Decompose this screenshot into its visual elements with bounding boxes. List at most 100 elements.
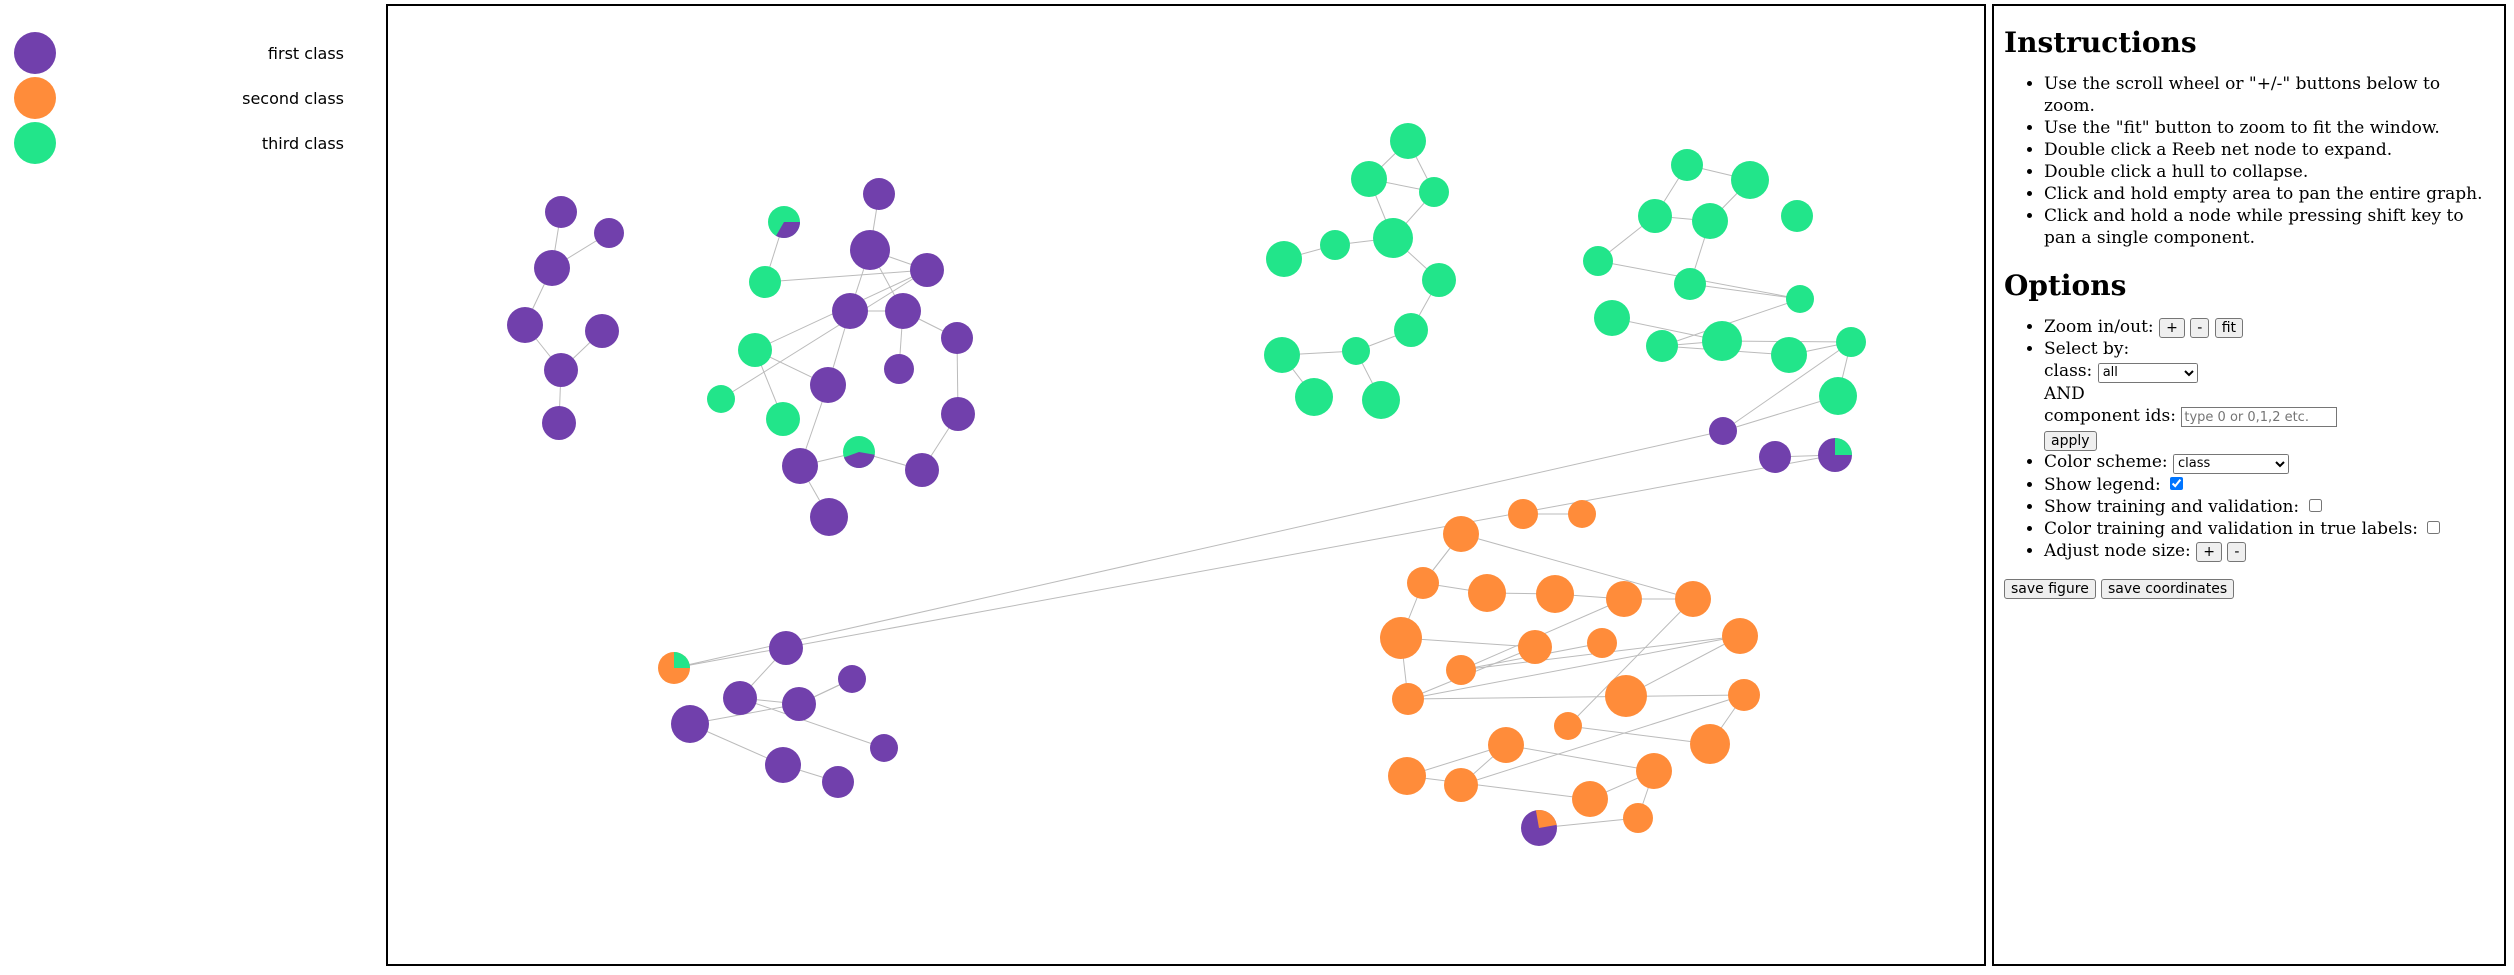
graph-node-circle[interactable]	[1388, 757, 1426, 795]
graph-node[interactable]	[1362, 381, 1400, 419]
graph-node-circle[interactable]	[905, 453, 939, 487]
graph-node[interactable]	[885, 293, 921, 329]
apply-button[interactable]: apply	[2044, 431, 2097, 451]
graph-node-circle[interactable]	[1692, 203, 1728, 239]
graph-node[interactable]	[905, 453, 939, 487]
graph-node-circle[interactable]	[766, 402, 800, 436]
graph-node-circle[interactable]	[1394, 313, 1428, 347]
graph-node[interactable]	[723, 681, 757, 715]
graph-node[interactable]	[1583, 246, 1613, 276]
graph-node-circle[interactable]	[1351, 161, 1387, 197]
graph-node-slice[interactable]	[843, 452, 875, 469]
graph-node[interactable]	[738, 333, 772, 367]
graph-node-circle[interactable]	[1722, 618, 1758, 654]
graph-node-circle[interactable]	[810, 367, 846, 403]
graph-node-circle[interactable]	[738, 333, 772, 367]
graph-node[interactable]	[1392, 683, 1424, 715]
graph-node-circle[interactable]	[1419, 177, 1449, 207]
graph-node-circle[interactable]	[1362, 381, 1400, 419]
graph-node[interactable]	[585, 314, 619, 348]
graph-node[interactable]	[545, 196, 577, 228]
graph-node-circle[interactable]	[1605, 675, 1647, 717]
graph-node[interactable]	[1709, 417, 1737, 445]
graph-node-circle[interactable]	[1623, 803, 1653, 833]
graph-node-circle[interactable]	[1587, 628, 1617, 658]
graph-node[interactable]	[884, 354, 914, 384]
graph-node[interactable]	[863, 178, 895, 210]
graph-node-circle[interactable]	[941, 397, 975, 431]
graph-node-circle[interactable]	[1728, 679, 1760, 711]
graph-node-circle[interactable]	[544, 353, 578, 387]
graph-node[interactable]	[1488, 727, 1524, 763]
graph-node-circle[interactable]	[1572, 781, 1608, 817]
graph-node[interactable]	[534, 250, 570, 286]
graph-node-circle[interactable]	[1690, 724, 1730, 764]
graph-node[interactable]	[870, 734, 898, 762]
graph-node-circle[interactable]	[1443, 516, 1479, 552]
graph-node-circle[interactable]	[1380, 617, 1422, 659]
graph-node[interactable]	[1674, 268, 1706, 300]
graph-node[interactable]	[1623, 803, 1653, 833]
graph-node[interactable]	[1380, 617, 1422, 659]
graph-node-circle[interactable]	[765, 747, 801, 783]
graph-node[interactable]	[1722, 618, 1758, 654]
graph-node-circle[interactable]	[1264, 337, 1300, 373]
graph-node-circle[interactable]	[1675, 581, 1711, 617]
graph-node-circle[interactable]	[1508, 499, 1538, 529]
graph-node-circle[interactable]	[1594, 300, 1630, 336]
graph-node-circle[interactable]	[832, 293, 868, 329]
graph-node-circle[interactable]	[1373, 218, 1413, 258]
graph-node-circle[interactable]	[1819, 377, 1857, 415]
graph-node[interactable]	[1422, 263, 1456, 297]
graph-node[interactable]	[1675, 581, 1711, 617]
graph-node[interactable]	[1388, 757, 1426, 795]
graph-node[interactable]	[838, 665, 866, 693]
graph-canvas[interactable]	[386, 4, 1986, 966]
graph-node[interactable]	[1638, 199, 1672, 233]
graph-node[interactable]	[594, 218, 624, 248]
graph-node-circle[interactable]	[910, 253, 944, 287]
graph-node[interactable]	[1444, 768, 1478, 802]
graph-node-circle[interactable]	[941, 322, 973, 354]
graph-node[interactable]	[1786, 285, 1814, 313]
graph-node-circle[interactable]	[707, 385, 735, 413]
graph-node[interactable]	[1295, 378, 1333, 416]
save-figure-button[interactable]: save figure	[2004, 578, 2096, 599]
fit-button[interactable]: fit	[2214, 318, 2243, 338]
graph-node-circle[interactable]	[1731, 161, 1769, 199]
graph-node[interactable]	[671, 705, 709, 743]
graph-node[interactable]	[843, 436, 875, 469]
graph-node[interactable]	[1572, 781, 1608, 817]
graph-node-circle[interactable]	[884, 354, 914, 384]
graph-node[interactable]	[1605, 675, 1647, 717]
graph-node[interactable]	[1692, 203, 1728, 239]
graph-node[interactable]	[822, 766, 854, 798]
graph-node[interactable]	[1264, 337, 1300, 373]
graph-node[interactable]	[1731, 161, 1769, 199]
graph-node[interactable]	[1702, 321, 1742, 361]
graph-node-circle[interactable]	[1781, 200, 1813, 232]
graph-node[interactable]	[1690, 724, 1730, 764]
graph-node[interactable]	[658, 652, 690, 684]
graph-node-circle[interactable]	[1295, 378, 1333, 416]
graph-node-circle[interactable]	[870, 734, 898, 762]
graph-node-circle[interactable]	[1266, 241, 1302, 277]
graph-node[interactable]	[1771, 337, 1807, 373]
graph-node[interactable]	[941, 397, 975, 431]
save-coordinates-button[interactable]: save coordinates	[2100, 578, 2235, 599]
graph-node[interactable]	[768, 206, 800, 238]
graph-node[interactable]	[810, 498, 848, 536]
graph-node-circle[interactable]	[1671, 149, 1703, 181]
graph-node-circle[interactable]	[1646, 330, 1678, 362]
graph-node-circle[interactable]	[1771, 337, 1807, 373]
graph-node[interactable]	[1819, 377, 1857, 415]
graph-node[interactable]	[507, 307, 543, 343]
graph-node-circle[interactable]	[885, 293, 921, 329]
graph-node-circle[interactable]	[1568, 500, 1596, 528]
graph-node-circle[interactable]	[1536, 575, 1574, 613]
graph-node-circle[interactable]	[545, 196, 577, 228]
graph-node[interactable]	[769, 631, 803, 665]
graph-node[interactable]	[1671, 149, 1703, 181]
graph-node-circle[interactable]	[1636, 753, 1672, 789]
graph-node-circle[interactable]	[1446, 655, 1476, 685]
